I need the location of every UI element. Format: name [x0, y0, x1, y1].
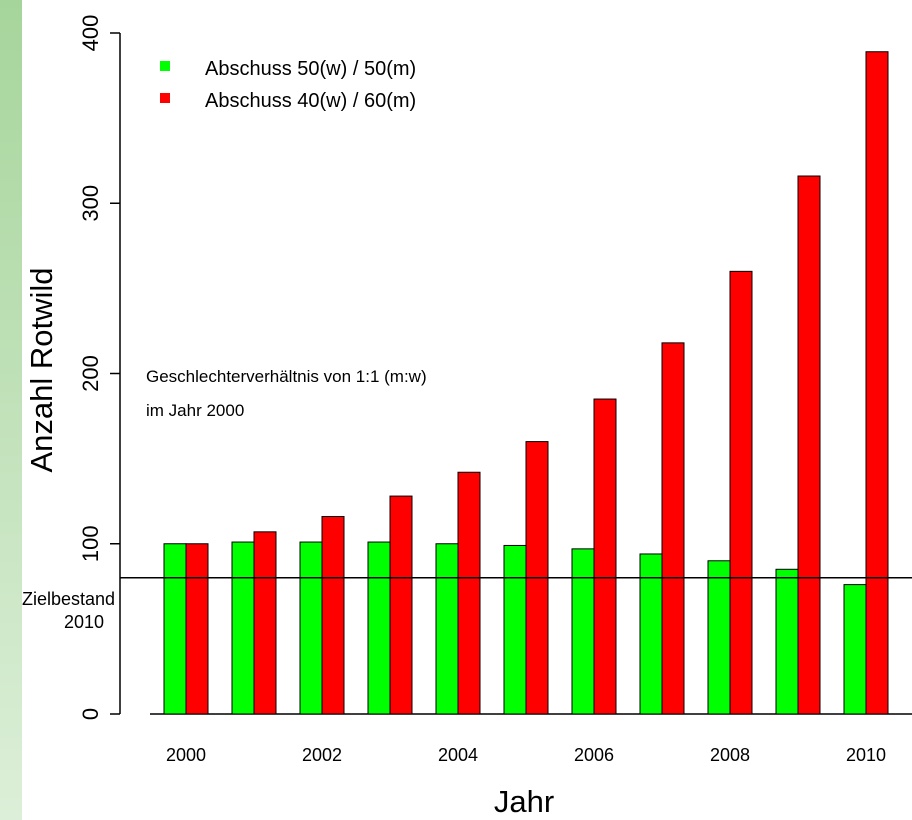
- bar-series-2-2002: [321, 516, 345, 715]
- y-tick-label: 0: [78, 708, 103, 720]
- x-tick-label: 2008: [710, 745, 750, 765]
- bar-series-2-2003: [389, 495, 413, 715]
- x-axis-title: Jahr: [494, 784, 554, 819]
- x-tick-label: 2004: [438, 745, 478, 765]
- left-decorative-strip: [0, 0, 22, 820]
- y-axis-title: Anzahl Rotwild: [24, 267, 59, 472]
- legend-label-series-2: Abschuss 40(w) / 60(m): [205, 90, 416, 112]
- y-axis-ticks: 0 100 200 300 400: [78, 15, 120, 720]
- bar-series-2-2007: [661, 342, 685, 715]
- annotation-ratio: Geschlechterverhältnis von 1:1 (m:w): [146, 367, 427, 386]
- legend-label-series-1: Abschuss 50(w) / 50(m): [205, 58, 416, 80]
- y-tick-label: 400: [78, 15, 103, 52]
- legend-swatch-series-1: [160, 61, 170, 71]
- x-tick-label: 2000: [166, 745, 206, 765]
- bar-series-2-2010: [865, 51, 889, 715]
- reference-line-year: 2010: [64, 612, 104, 632]
- x-axis-ticks: 2000 2002 2004 2006 2008 2010: [166, 745, 886, 765]
- x-tick-label: 2002: [302, 745, 342, 765]
- bar-series-1-2006: [571, 548, 595, 715]
- bars: [163, 51, 889, 715]
- bar-series-2-2001: [253, 531, 277, 715]
- bar-series-1-2005: [503, 544, 527, 715]
- x-tick-label: 2010: [846, 745, 886, 765]
- y-tick-label: 300: [78, 185, 103, 222]
- bar-series-2-2008: [729, 270, 753, 715]
- bar-series-2-2000: [185, 543, 209, 715]
- y-tick-label: 100: [78, 525, 103, 562]
- bar-series-1-2002: [299, 541, 323, 715]
- bar-series-2-2004: [457, 471, 481, 715]
- bar-series-2-2009: [797, 175, 821, 715]
- bar-series-2-2006: [593, 398, 617, 715]
- reference-line-label: Zielbestand: [22, 589, 115, 609]
- bar-series-1-2009: [775, 568, 799, 715]
- annotation-year: im Jahr 2000: [146, 401, 244, 420]
- y-tick-label: 200: [78, 355, 103, 392]
- x-tick-label: 2006: [574, 745, 614, 765]
- bar-series-1-2004: [435, 543, 459, 715]
- legend-swatch-series-2: [160, 93, 170, 103]
- bar-series-1-2000: [163, 543, 187, 715]
- legend: Abschuss 50(w) / 50(m) Abschuss 40(w) / …: [160, 58, 416, 112]
- bar-series-1-2010: [843, 584, 867, 715]
- bar-series-1-2001: [231, 541, 255, 715]
- bar-series-1-2003: [367, 541, 391, 715]
- bar-series-1-2008: [707, 560, 731, 715]
